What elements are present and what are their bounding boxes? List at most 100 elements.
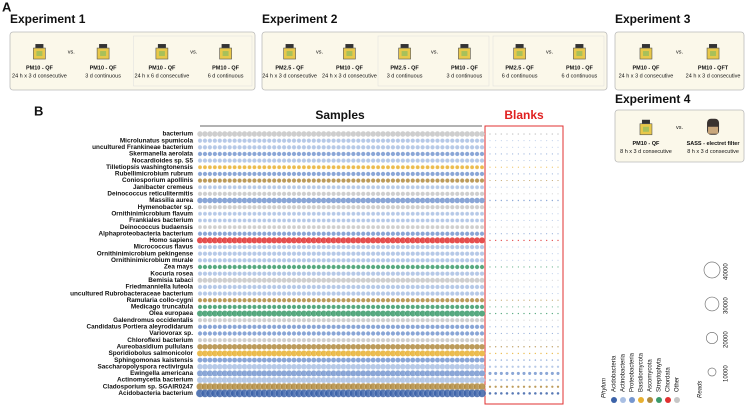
sample-bubble: [236, 343, 243, 350]
sample-bubble: [375, 324, 381, 330]
blank-bubble: [551, 179, 553, 182]
sample-bubble: [247, 284, 252, 290]
sample-bubble: [330, 343, 337, 350]
vs-label: vs.: [190, 49, 198, 55]
blank-bubble: [546, 293, 548, 295]
sample-bubble: [212, 304, 218, 310]
sample-bubble: [395, 277, 401, 283]
sample-bubble: [321, 151, 326, 157]
blank-bubble: [495, 160, 497, 162]
species-label: Deinococcus reticulitermitis: [107, 191, 193, 198]
blank-bubble: [517, 286, 519, 288]
sample-bubble: [316, 271, 322, 276]
sample-bubble: [267, 225, 272, 230]
sample-bubble: [356, 317, 361, 323]
sample-bubble: [222, 185, 227, 190]
sample-bubble: [331, 218, 336, 223]
sample-bubble: [266, 244, 272, 250]
blank-bubble: [540, 219, 542, 222]
sample-bubble: [429, 277, 436, 283]
sample-bubble: [478, 237, 486, 244]
sampler-icon: [36, 51, 43, 57]
sample-bubble: [405, 291, 411, 296]
sample-bubble: [360, 231, 366, 237]
blank-bubble: [528, 239, 531, 242]
species-label: Hymenobacter sp.: [138, 204, 194, 211]
sample-bubble: [301, 165, 306, 170]
panel-label: A: [2, 0, 12, 14]
sample-bubble: [385, 138, 391, 143]
blank-bubble: [500, 286, 502, 288]
sample-bubble: [454, 244, 460, 250]
sample-bubble: [291, 197, 297, 204]
blank-bubble: [517, 266, 519, 268]
sample-bubble: [217, 317, 223, 323]
blanks-frame: [484, 125, 564, 405]
sample-bubble: [211, 343, 218, 350]
blank-bubble: [500, 199, 503, 202]
sampler-icon: [401, 51, 408, 57]
sample-bubble: [257, 244, 262, 250]
sample-bubble: [256, 197, 263, 204]
sample-bubble: [291, 304, 297, 310]
blank-bubble: [517, 352, 520, 355]
sample-bubble: [197, 363, 203, 370]
sample-bubble: [306, 258, 312, 263]
sample-bubble: [464, 343, 471, 350]
sample-bubble: [380, 324, 386, 330]
sample-bubble: [246, 197, 253, 204]
sample-bubble: [291, 158, 297, 163]
sample-bubble: [217, 284, 223, 290]
sample-bubble: [341, 264, 346, 270]
sample-bubble: [425, 271, 430, 276]
sample-bubble: [226, 363, 233, 370]
sample-bubble: [306, 158, 312, 163]
sample-bubble: [385, 178, 391, 183]
sample-bubble: [365, 158, 371, 163]
sample-bubble: [360, 258, 366, 263]
sampler-label: PM10 - QF: [633, 141, 661, 147]
sample-bubble: [335, 197, 342, 204]
blank-bubble: [500, 359, 503, 361]
sample-bubble: [450, 218, 455, 223]
blank-bubble: [500, 186, 502, 188]
sample-bubble: [286, 357, 292, 363]
sample-bubble: [326, 291, 331, 296]
sample-bubble: [366, 218, 371, 223]
sample-bubble: [370, 191, 376, 197]
blank-bubble: [557, 346, 559, 348]
sample-bubble: [241, 277, 248, 283]
sample-bubble: [474, 244, 480, 250]
sample-bubble: [400, 258, 406, 263]
blank-bubble: [517, 253, 519, 255]
sample-bubble: [385, 225, 391, 230]
sample-bubble: [351, 304, 356, 310]
sample-bubble: [232, 225, 237, 230]
sample-bubble: [326, 251, 331, 256]
blank-bubble: [489, 219, 491, 222]
blank-bubble: [534, 219, 536, 222]
sample-bubble: [281, 251, 287, 256]
sample-bubble: [277, 218, 282, 223]
sample-bubble: [410, 211, 415, 216]
sample-bubble: [257, 231, 262, 237]
sample-bubble: [291, 258, 297, 263]
blank-bubble: [495, 332, 497, 335]
sample-bubble: [415, 185, 420, 190]
sample-bubble: [351, 145, 356, 150]
sample-bubble: [430, 291, 435, 296]
blank-bubble: [500, 206, 502, 208]
sample-bubble: [262, 291, 267, 296]
sample-bubble: [454, 158, 460, 163]
sample-bubble: [281, 191, 287, 197]
sample-bubble: [276, 357, 282, 363]
sample-bubble: [246, 277, 253, 283]
sample-bubble: [301, 145, 307, 150]
sampler-icon: [709, 44, 718, 49]
sample-bubble: [262, 171, 267, 177]
sample-bubble: [479, 178, 485, 183]
sample-bubble: [227, 317, 232, 323]
blank-bubble: [546, 140, 548, 142]
sample-bubble: [351, 324, 356, 330]
sampler-icon: [642, 51, 649, 57]
